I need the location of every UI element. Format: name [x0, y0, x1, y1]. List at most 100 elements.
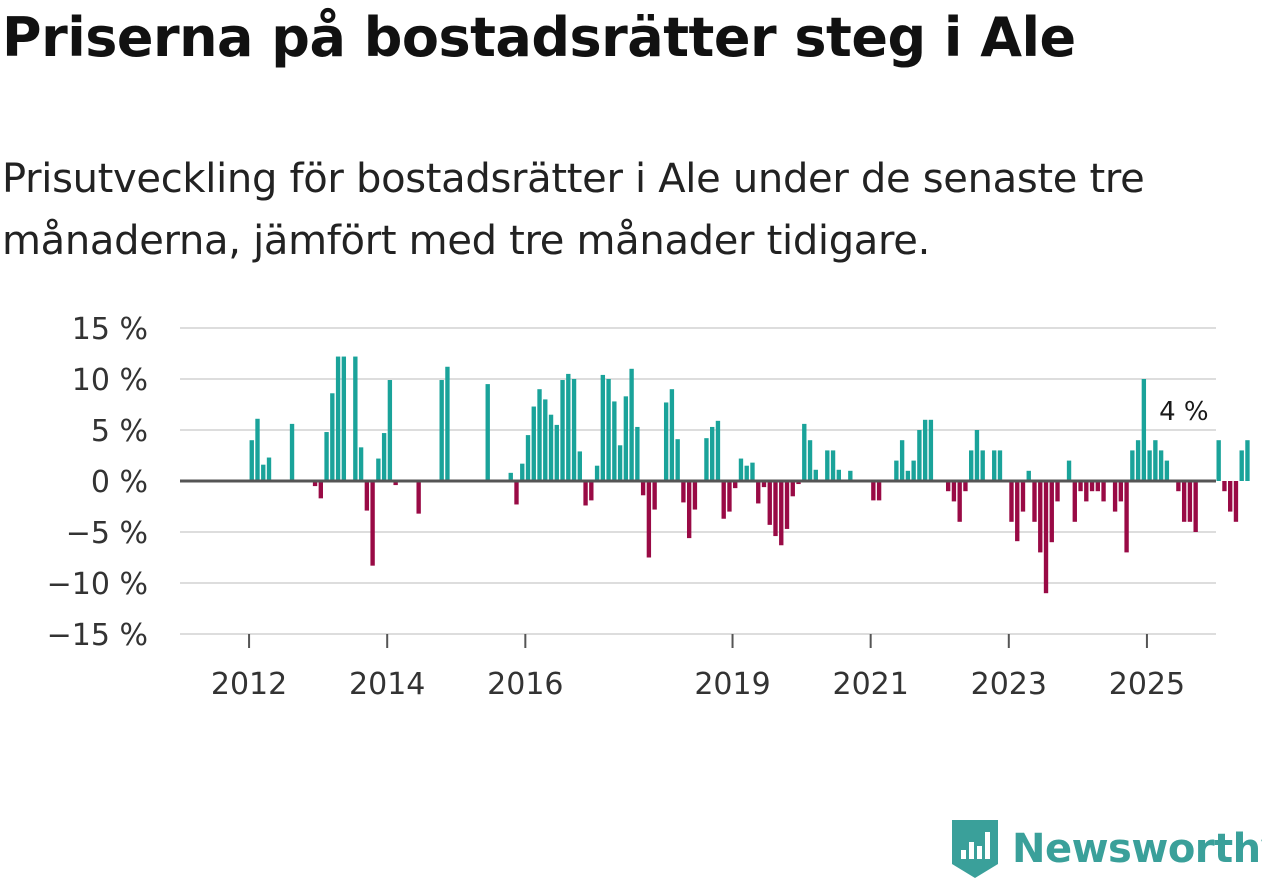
bar — [640, 481, 646, 496]
y-axis: 15 % 10 % 5 % 0 % −5 % −10 % −15 % — [47, 312, 148, 653]
bar — [899, 440, 905, 481]
bar — [1101, 481, 1106, 502]
bar — [652, 481, 657, 510]
bar — [324, 432, 329, 481]
bar — [744, 465, 749, 481]
bar — [1187, 481, 1193, 522]
bar — [767, 481, 772, 525]
bar — [1020, 481, 1026, 512]
bar — [594, 465, 600, 481]
bar — [813, 469, 818, 481]
bar — [1153, 440, 1158, 481]
x-tick-label: 2014 — [349, 667, 425, 702]
y-tick-label: −10 % — [47, 567, 148, 602]
bar — [686, 481, 692, 539]
bar — [393, 481, 398, 486]
bar — [416, 481, 421, 514]
bar — [370, 481, 375, 566]
bar — [623, 396, 629, 481]
bar — [969, 450, 974, 481]
bar — [629, 368, 634, 481]
bar — [600, 374, 606, 481]
bar — [548, 414, 554, 481]
bar — [917, 430, 922, 481]
bar — [358, 447, 364, 481]
bar — [1072, 481, 1077, 522]
bar — [796, 481, 801, 485]
bar-chart: 15 %10 %5 %0 %−5 %−10 %−15 % 2012 2014 201… — [47, 312, 1250, 702]
bar — [1147, 450, 1152, 481]
bar — [1158, 450, 1164, 481]
bar — [1026, 470, 1031, 481]
bar — [779, 481, 784, 546]
bar — [554, 424, 559, 481]
bar — [957, 481, 962, 522]
bar — [750, 462, 755, 481]
bar — [1089, 481, 1095, 492]
bar — [312, 481, 318, 487]
bar — [663, 402, 669, 481]
bar — [756, 481, 761, 504]
bar — [710, 426, 715, 481]
bar — [266, 457, 272, 481]
bar — [1193, 481, 1198, 532]
newsworthy-icon — [952, 820, 998, 878]
bar — [681, 481, 686, 503]
bar — [727, 481, 732, 512]
bar — [571, 379, 577, 481]
bar — [945, 481, 951, 492]
chart-subtitle: Prisutveckling för bostadsrätter i Ale u… — [2, 156, 1145, 264]
bar — [1055, 481, 1060, 502]
bar — [330, 393, 335, 481]
bar — [1038, 481, 1043, 553]
bar — [1141, 379, 1147, 481]
bar — [836, 469, 841, 481]
bar — [951, 481, 957, 502]
bar — [974, 430, 980, 481]
x-tick-label: 2019 — [694, 667, 770, 702]
bar — [738, 458, 744, 481]
bar — [1124, 481, 1129, 553]
bar — [589, 481, 594, 501]
bar — [1239, 450, 1244, 481]
bar — [537, 389, 542, 481]
bar — [381, 433, 387, 481]
bar — [318, 481, 323, 499]
bar — [790, 481, 795, 497]
bar — [802, 423, 807, 481]
bar — [963, 481, 968, 492]
bar — [1032, 481, 1037, 522]
x-tick-label: 2016 — [487, 667, 563, 702]
y-tick-label: 15 % — [72, 312, 148, 347]
bar — [635, 426, 640, 481]
bar — [341, 356, 347, 481]
bar — [1009, 481, 1014, 522]
bar — [612, 401, 617, 481]
bar — [646, 481, 652, 558]
bar — [692, 481, 698, 510]
bar — [543, 399, 548, 481]
bar — [721, 481, 726, 519]
bar — [1135, 440, 1141, 481]
bar — [445, 366, 450, 481]
bar — [1084, 481, 1089, 502]
bar — [1043, 481, 1049, 594]
newsworthy-logo: Newsworthy — [950, 818, 1262, 880]
bar — [1015, 481, 1020, 542]
bar — [1118, 481, 1124, 502]
brand-name: Newsworthy — [1012, 826, 1262, 872]
gridlines — [180, 327, 1216, 635]
bar — [560, 380, 565, 481]
bar — [520, 463, 525, 481]
bar — [980, 450, 985, 481]
bar — [997, 450, 1003, 481]
bar — [928, 419, 934, 481]
bar — [1181, 481, 1187, 522]
bar — [566, 373, 571, 481]
x-axis: 2012 2014 2016 2019 2021 2023 2025 — [211, 634, 1185, 702]
bar — [876, 481, 882, 501]
bar — [704, 438, 709, 481]
x-tick-label: 2023 — [971, 667, 1047, 702]
x-tick-label: 2012 — [211, 667, 287, 702]
bar — [1112, 481, 1118, 512]
